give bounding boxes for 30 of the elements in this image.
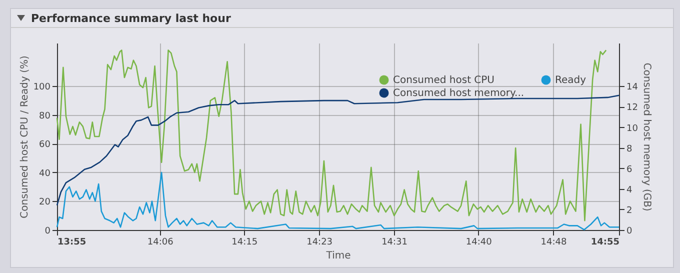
y2-tick-label: 4 [626,185,632,196]
y2-tick-label: 10 [626,124,638,134]
y2-axis-title: Consumed host memory (GB) [640,62,652,212]
y2-tick-label: 8 [626,144,632,154]
x-tick-label: 13:55 [58,238,86,248]
x-tick-label: 14:40 [466,238,492,248]
y-tick-label: 60 [39,140,51,150]
y2-tick-label: 12 [626,103,638,114]
y2-tick-label: 6 [626,164,632,175]
x-tick-label: 14:48 [540,238,567,248]
legend-label: Consumed host CPU [393,75,495,86]
y-tick-label: 20 [39,198,51,208]
x-tick-label: 14:06 [147,238,174,248]
y-tick-label: 80 [39,111,51,122]
x-tick-label: 14:31 [382,238,408,248]
y-tick-label: 100 [33,82,51,93]
y-axis-title: Consumed host CPU / Ready (%) [19,56,30,218]
y2-tick-label: 14 [626,82,638,93]
y-tick-label: 0 [44,226,51,236]
legend-label: Ready [555,75,586,86]
chart-title: Performance summary last hour [31,12,231,24]
line-series [56,50,607,222]
legend-label: Consumed host memory... [393,88,524,99]
x-tick-label: 14:23 [306,238,333,248]
x-tick-label: 14:55 [590,238,620,248]
y2-tick-label: 0 [626,226,632,236]
x-tick-label: 14:15 [232,238,258,248]
x-axis-title: Time [325,250,351,262]
y-tick-label: 40 [39,168,51,179]
y2-tick-label: 2 [626,206,632,216]
